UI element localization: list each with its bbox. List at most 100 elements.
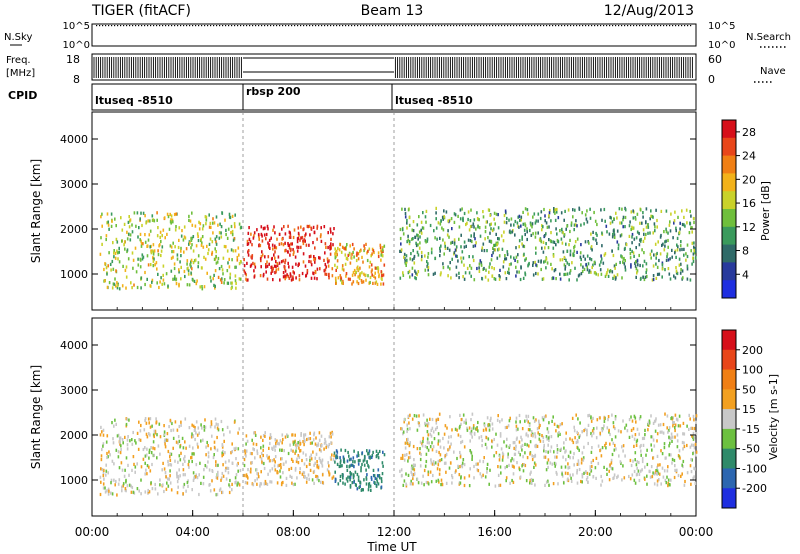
scatter-cell: [573, 223, 576, 227]
scatter-cell: [324, 437, 326, 442]
scatter-cell: [534, 463, 537, 467]
nsky-dot: [456, 25, 458, 27]
scatter-cell: [422, 436, 424, 440]
scatter-cell: [550, 231, 552, 235]
scatter-cell: [673, 274, 675, 278]
scatter-cell: [184, 236, 187, 240]
scatter-cell: [682, 447, 684, 451]
scatter-cell: [305, 273, 308, 277]
scatter-cell: [652, 421, 655, 425]
scatter-cell: [200, 237, 202, 241]
scatter-cell: [681, 269, 684, 273]
scatter-cell: [406, 429, 408, 434]
scatter-cell: [692, 443, 695, 447]
scatter-cell: [601, 218, 603, 222]
scatter-cell: [412, 229, 415, 233]
scatter-cell: [499, 432, 502, 436]
nsky-dot: [678, 25, 680, 27]
scatter-cell: [667, 465, 669, 469]
scatter-cell: [643, 277, 646, 282]
scatter-cell: [213, 453, 215, 457]
scatter-cell: [269, 436, 271, 440]
scatter-cell: [135, 224, 137, 228]
scatter-cell: [467, 238, 470, 242]
nsky-dot: [549, 25, 551, 27]
scatter-cell: [425, 480, 428, 485]
scatter-cell: [239, 260, 242, 264]
scatter-cell: [271, 268, 273, 273]
scatter-cell: [207, 460, 209, 464]
scatter-cell: [357, 252, 360, 256]
scatter-cell: [176, 253, 179, 257]
scatter-cell: [545, 266, 547, 270]
scatter-cell: [365, 482, 368, 486]
scatter-cell: [331, 267, 334, 271]
scatter-cell: [167, 463, 170, 467]
scatter-cell: [198, 431, 200, 435]
scatter-cell: [459, 450, 461, 455]
scatter-cell: [247, 242, 250, 246]
nsky-dot: [471, 25, 473, 27]
scatter-cell: [422, 413, 425, 417]
scatter-cell: [552, 254, 555, 258]
scatter-cell: [414, 463, 416, 467]
scatter-cell: [406, 423, 408, 427]
scatter-cell: [454, 248, 457, 252]
scatter-cell: [132, 455, 135, 459]
scatter-cell: [225, 228, 227, 232]
scatter-cell: [377, 452, 379, 456]
scatter-cell: [666, 469, 669, 473]
scatter-cell: [419, 451, 421, 455]
scatter-cell: [661, 263, 664, 267]
scatter-cell: [365, 468, 367, 472]
scatter-cell: [268, 245, 270, 249]
nsky-dot: [384, 25, 386, 27]
scatter-cell: [284, 258, 287, 262]
scatter-cell: [574, 436, 576, 440]
scatter-cell: [591, 446, 593, 450]
scatter-cell: [589, 467, 592, 472]
scatter-cell: [215, 493, 218, 497]
scatter-cell: [505, 479, 507, 483]
scatter-cell: [580, 272, 583, 276]
scatter-cell: [542, 435, 545, 439]
scatter-cell: [463, 476, 466, 480]
scatter-cell: [166, 212, 169, 216]
scatter-cell: [465, 222, 467, 227]
scatter-cell: [485, 428, 488, 432]
scatter-cell: [348, 458, 351, 462]
scatter-cell: [317, 442, 320, 446]
scatter-cell: [230, 248, 233, 252]
scatter-cell: [652, 471, 654, 475]
scatter-cell: [316, 477, 319, 481]
scatter-cell: [289, 249, 292, 253]
scatter-cell: [460, 233, 462, 237]
scatter-cell: [287, 451, 290, 456]
scatter-cell: [516, 221, 519, 225]
scatter-cell: [282, 271, 285, 275]
nsky-dot: [504, 25, 506, 27]
scatter-cell: [652, 438, 655, 442]
scatter-cell: [326, 257, 329, 261]
scatter-cell: [236, 255, 239, 260]
scatter-cell: [324, 272, 326, 276]
scatter-cell: [315, 452, 318, 456]
scatter-cell: [239, 277, 242, 281]
scatter-cell: [221, 454, 223, 458]
scatter-cell: [651, 448, 653, 452]
scatter-cell: [638, 417, 641, 421]
scatter-cell: [320, 480, 322, 484]
scatter-cell: [521, 235, 523, 239]
scatter-cell: [468, 271, 471, 275]
scatter-cell: [622, 260, 624, 264]
scatter-cell: [211, 240, 214, 244]
scatter-cell: [344, 253, 347, 257]
scatter-cell: [494, 248, 497, 252]
scatter-cell: [370, 477, 373, 481]
scatter-cell: [448, 248, 451, 252]
scatter-cell: [183, 235, 186, 239]
scatter-cell: [353, 449, 355, 453]
scatter-cell: [107, 471, 109, 475]
scatter-cell: [586, 265, 588, 269]
scatter-cell: [505, 277, 508, 281]
